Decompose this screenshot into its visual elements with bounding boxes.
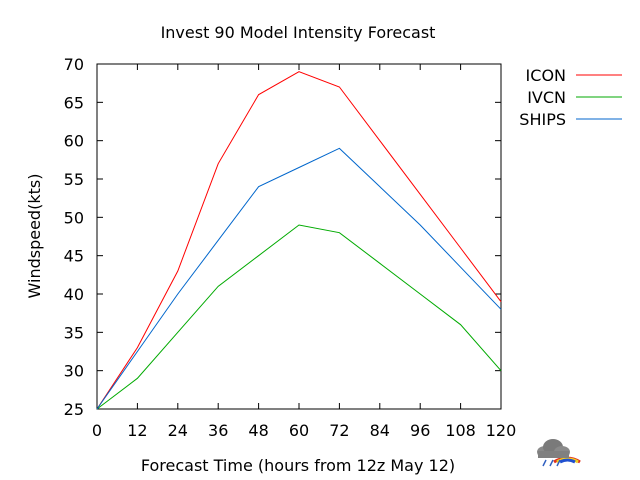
x-tick-label: 60 bbox=[289, 421, 309, 440]
x-axis-label: Forecast Time (hours from 12z May 12) bbox=[141, 456, 455, 475]
legend-label-ivcn: IVCN bbox=[527, 88, 566, 107]
x-tick-label: 24 bbox=[168, 421, 188, 440]
x-tick-label: 48 bbox=[248, 421, 268, 440]
plot-border bbox=[96, 63, 502, 410]
x-tick-label: 12 bbox=[127, 421, 147, 440]
legend-label-ships: SHIPS bbox=[519, 110, 566, 129]
storm-cloud-rainbow-icon bbox=[537, 439, 581, 467]
plot-area: 0 12 24 36 48 60 72 84 96 108 120 25 30 35 40 45 50 55 60 6… bbox=[64, 55, 517, 440]
series-line-ivcn bbox=[96, 224, 502, 410]
x-tick-label: 0 bbox=[92, 421, 102, 440]
x-tick-label: 36 bbox=[208, 421, 228, 440]
legend: ICON IVCN SHIPS bbox=[519, 66, 622, 129]
legend-label-icon: ICON bbox=[526, 66, 566, 85]
y-tick-label: 70 bbox=[64, 55, 84, 74]
x-tick-label: 72 bbox=[329, 421, 349, 440]
y-tick-label: 65 bbox=[64, 93, 84, 112]
y-tick-label: 50 bbox=[64, 208, 84, 227]
y-tick-label: 35 bbox=[64, 323, 84, 342]
y-tick-label: 55 bbox=[64, 170, 84, 189]
chart-title: Invest 90 Model Intensity Forecast bbox=[161, 23, 436, 42]
y-tick-label: 45 bbox=[64, 247, 84, 266]
y-axis-label: Windspeed(kts) bbox=[25, 174, 44, 299]
series-line-ships bbox=[96, 147, 502, 410]
series-line-icon bbox=[96, 71, 502, 410]
y-tick-label: 25 bbox=[64, 400, 84, 419]
x-tick-label: 120 bbox=[486, 421, 517, 440]
x-tick-label: 84 bbox=[370, 421, 390, 440]
x-tick-label: 96 bbox=[410, 421, 430, 440]
x-tick-label: 108 bbox=[445, 421, 476, 440]
y-tick-label: 60 bbox=[64, 132, 84, 151]
y-tick-label: 40 bbox=[64, 285, 84, 304]
y-tick-label: 30 bbox=[64, 362, 84, 381]
